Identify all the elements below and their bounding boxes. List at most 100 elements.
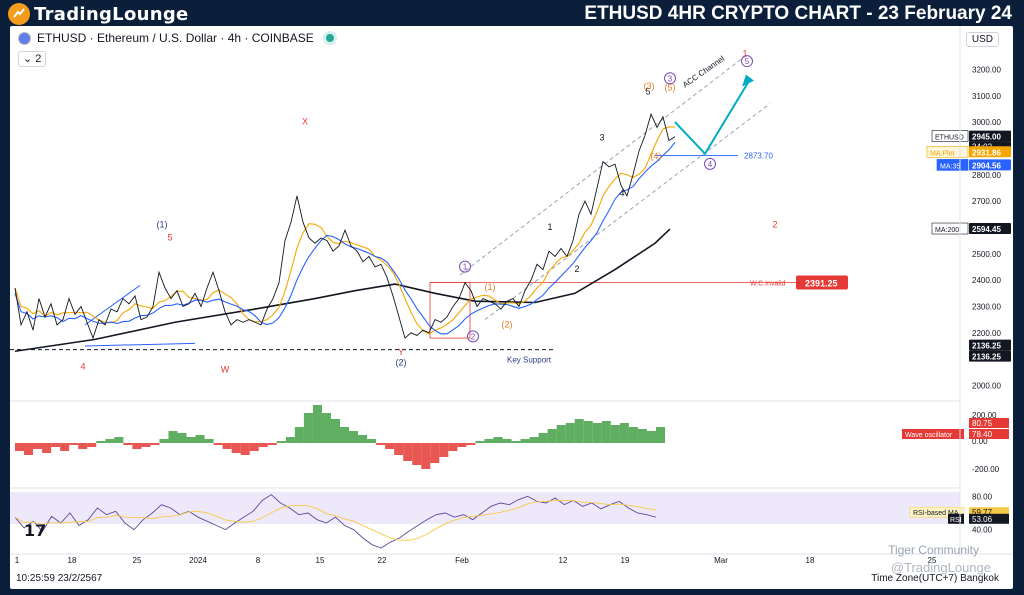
wave-oscillator-bar [114, 437, 124, 443]
wave-oscillator-bar [105, 439, 115, 443]
wave-label: (1) [157, 219, 168, 229]
wave-oscillator-bar [448, 443, 458, 451]
wave-circle [467, 330, 479, 343]
price-tick-label: 3200.00 [972, 65, 1001, 74]
circled-wave-label: 4 [708, 160, 713, 169]
wave-oscillator-bar [285, 437, 295, 443]
price-tag-value: 2945.00 [972, 133, 1001, 142]
wave-circle [704, 157, 716, 170]
rsi-value: 53.06 [972, 515, 993, 524]
rsi-tag [969, 513, 1009, 524]
rsi-ma-value: 59.77 [972, 508, 993, 517]
circled-wave-label: 2 [471, 332, 476, 341]
price-tag-name: MA:35 [940, 163, 960, 170]
wave-oscillator-bar [430, 443, 440, 463]
x-tick-label: 19 [621, 556, 630, 565]
wc-invalid-value: 2391.25 [805, 278, 838, 288]
rsi-ma-tag [969, 507, 1009, 518]
price-tick-label: 2400.00 [972, 276, 1001, 285]
wave-oscillator-bar [655, 427, 665, 443]
wave-oscillator-bar [321, 413, 331, 443]
wave-circle [664, 72, 676, 85]
circled-wave-label: 5 [745, 57, 750, 66]
wave-oscillator-bar [547, 429, 557, 443]
chart-svg[interactable]: 3200.003100.003000.002800.002700.002600.… [10, 26, 1013, 589]
price-tag-value: 2931.86 [972, 148, 1001, 157]
wave-osc-axis-label: 200.00 [972, 411, 997, 420]
wave-label: (5) [665, 83, 676, 93]
wave-circle [741, 55, 753, 68]
chart-headline: ETHUSD 4HR CRYPTO CHART - 23 February 24 [584, 3, 1012, 24]
wave-oscillator-bar [565, 423, 575, 443]
level-2873-label: 2873.70 [744, 152, 773, 161]
price-tag-value: 2904.56 [972, 161, 1001, 170]
wave-oscillator-bar [123, 443, 133, 445]
price-tag-box [969, 146, 1011, 158]
wave-oscillator-bar [628, 427, 638, 443]
rsi-name: RSI [950, 517, 962, 524]
price-tag-name-box [926, 145, 969, 158]
x-tick-label: 8 [256, 556, 261, 565]
wave-oscillator-bar [222, 443, 232, 449]
timezone-selector[interactable]: Time Zone(UTC+7) Bangkok [871, 573, 999, 584]
wave-label: X [302, 117, 308, 127]
logo-icon [8, 3, 30, 25]
rsi-band [10, 492, 960, 524]
wave-oscillator-bar [258, 443, 268, 447]
rsi-ma-name-box [909, 506, 965, 518]
wave-osc-name-box [902, 429, 964, 439]
symbol-legend[interactable]: ETHUSD · Ethereum / U.S. Dollar · 4h · C… [18, 31, 334, 45]
wave-oscillator-bar [24, 443, 34, 455]
watermark-tiger: Tiger Community [888, 543, 979, 557]
indicator-count-toggle[interactable]: ⌄ 2 [18, 51, 47, 67]
wave-label: (3) [644, 81, 655, 91]
wave-oscillator-bar [385, 443, 395, 449]
wave-oscillator-bar [574, 419, 584, 443]
price-tick-label: 2200.00 [972, 329, 1001, 338]
tradingview-logo-icon: 𝟭𝟳 [24, 523, 47, 540]
wave-oscillator-bar [78, 443, 88, 449]
wave-oscillator-bar [376, 443, 386, 445]
watermark-tradinglounge: @TradingLounge [890, 560, 991, 575]
x-tick-label: 2024 [189, 556, 207, 565]
indicator-count: 2 [35, 53, 42, 65]
x-tick-label: 1 [15, 556, 20, 565]
wave-oscillator-bar [33, 443, 43, 449]
wave-oscillator-bar [439, 443, 449, 457]
acc-channel-label: ACC Channel [681, 54, 726, 90]
rsi-ma-line [14, 500, 656, 541]
wave-oscillator-bar [249, 443, 259, 451]
wave-oscillator-bar [646, 431, 656, 443]
circled-wave-label: 1 [463, 263, 468, 272]
wave-oscillator-bar [168, 431, 178, 443]
wave-label: 4 [619, 188, 624, 198]
wave-oscillator-bar [177, 433, 187, 443]
price-tick-label: 2000.00 [972, 381, 1001, 390]
wave-oscillator-bar [42, 443, 52, 453]
wave-oscillator-bar [51, 443, 61, 447]
wave-oscillator-bar [412, 443, 422, 465]
wave-oscillator-bar [186, 437, 196, 443]
price-tick-label: 3100.00 [972, 92, 1001, 101]
price-tag-value: 2136.25 [972, 353, 1001, 362]
price-tick-label: 2300.00 [972, 302, 1001, 311]
wave-oscillator-bar [141, 443, 151, 447]
price-tag-box [969, 350, 1011, 362]
wave-oscillator-bar [240, 443, 250, 455]
wave-label: (2) [396, 358, 407, 368]
x-tick-label: Mar [714, 556, 728, 565]
price-tag-box [969, 223, 1011, 235]
trendline-1 [84, 284, 141, 326]
wave-label: 3 [599, 133, 604, 143]
wave-oscillator-bar [96, 441, 106, 443]
price-tag-name: ETHUSD [935, 135, 964, 142]
wave-osc-value-2: 78.40 [972, 430, 993, 439]
projection-arrowhead [742, 74, 754, 87]
wave-osc-name: Wave oscillator [905, 432, 953, 439]
chart-panel: 3200.003100.003000.002800.002700.002600.… [10, 26, 1013, 589]
wave-label: (4) [651, 151, 662, 161]
wave-label: 5 [645, 86, 650, 96]
x-tick-label: 15 [316, 556, 325, 565]
currency-button[interactable]: USD [965, 32, 999, 47]
wave-oscillator-bar [159, 439, 169, 443]
